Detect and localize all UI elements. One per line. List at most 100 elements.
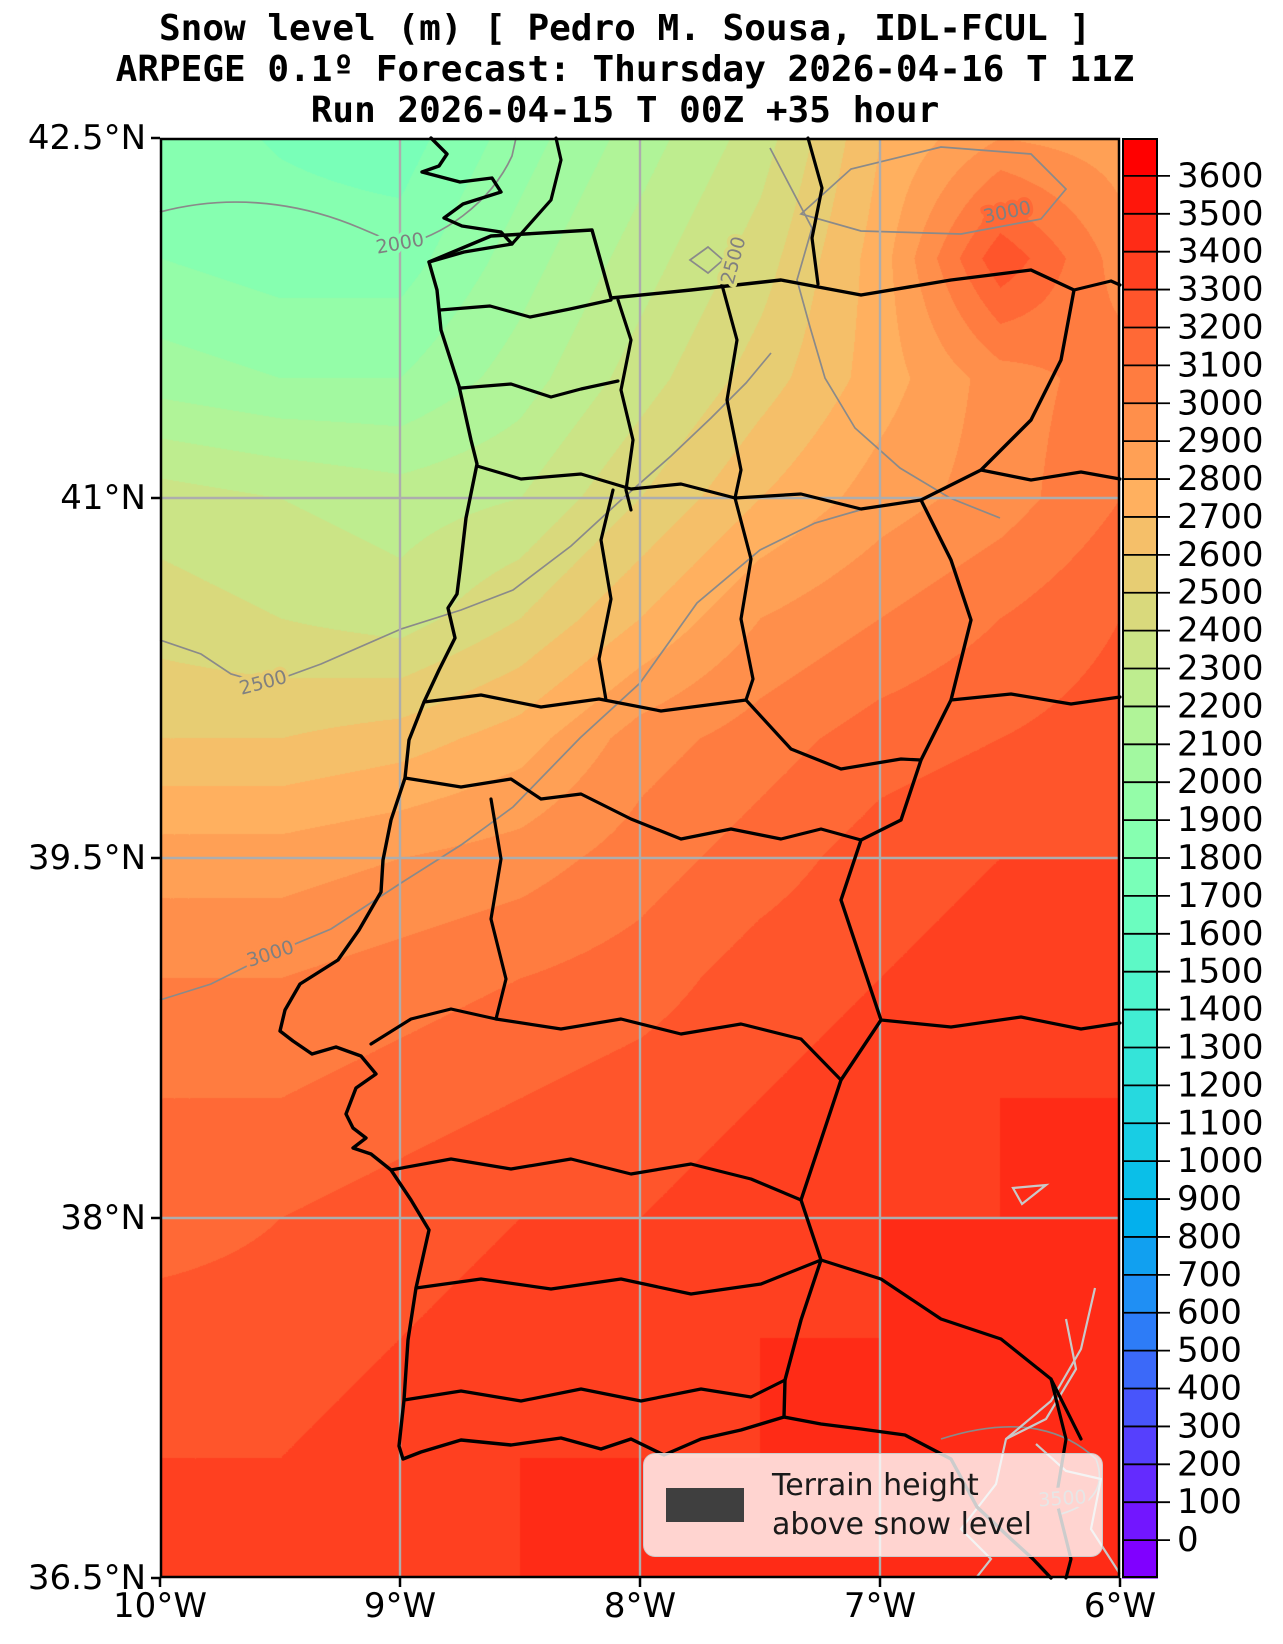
colorbar-segment	[1122, 1312, 1158, 1352]
colorbar-segment	[1122, 441, 1158, 480]
colorbar-frame	[1122, 138, 1158, 1578]
colorbar-segment	[1122, 251, 1158, 291]
district-border-line	[414, 1258, 823, 1296]
snow-level-contour-line	[159, 137, 517, 246]
legend-label-line1: Terrain height	[772, 1468, 979, 1503]
colorbar-segment	[1122, 1085, 1158, 1124]
colorbar-segment	[1122, 895, 1158, 935]
colorbar-segment	[1122, 782, 1158, 821]
map-overlay: 200025003000250030003500	[151, 136, 1122, 1587]
district-border-line	[806, 136, 824, 286]
colorbar-segment	[1122, 1274, 1158, 1314]
colorbar-segment	[1122, 858, 1158, 897]
colorbar-segment	[1122, 971, 1158, 1011]
colorbar-tick-label: 400	[1177, 1369, 1242, 1409]
title-line-1: Snow level (m) [ Pedro M. Sousa, IDL-FCU…	[159, 8, 1091, 49]
colorbar-segment	[1122, 1199, 1158, 1238]
colorbar-tick-label: 2000	[1177, 762, 1264, 802]
district-border-line	[597, 488, 615, 702]
colorbar-tick-label: 1600	[1177, 914, 1264, 954]
colorbar-tick-label: 2500	[1177, 573, 1264, 613]
district-border-line	[402, 1378, 787, 1403]
district-border-line	[616, 298, 635, 512]
legend-label-line2: above snow level	[772, 1507, 1032, 1542]
colorbar-segment	[1122, 1502, 1158, 1541]
colorbar-segment	[1122, 138, 1158, 177]
contour-label: 3000	[244, 936, 297, 972]
colorbar-segment	[1122, 1047, 1158, 1086]
contour-label: 2000	[374, 229, 425, 259]
colorbar-segment	[1122, 1009, 1158, 1049]
district-border-line	[979, 468, 1122, 482]
colorbar-segment	[1122, 1123, 1158, 1162]
colorbar: 0100200300400500600700800900100011001200…	[1122, 138, 1264, 1579]
colorbar-segment	[1122, 1388, 1158, 1428]
legend-label: Terrain height above snow level	[772, 1466, 1032, 1544]
district-border-line	[438, 298, 613, 319]
district-border-line	[819, 1258, 1083, 1441]
lon-tick-label: 10°W	[113, 1586, 207, 1626]
colorbar-tick-label: 200	[1177, 1444, 1242, 1484]
colorbar-tick-label: 0	[1177, 1520, 1199, 1560]
colorbar-tick-label: 1000	[1177, 1141, 1264, 1181]
district-border-line	[475, 464, 923, 511]
colorbar-segment	[1122, 668, 1158, 708]
district-border-line	[459, 379, 620, 399]
colorbar-segment	[1122, 592, 1158, 632]
colorbar-segment	[1122, 213, 1158, 253]
district-border-line	[1072, 279, 1122, 292]
contour-label: 3000	[981, 197, 1033, 229]
colorbar-tick-label: 1800	[1177, 838, 1264, 878]
lon-tick-label: 6°W	[1083, 1586, 1157, 1626]
lat-tick-label: 38°N	[60, 1198, 146, 1238]
colorbar-segment	[1122, 1426, 1158, 1465]
lat-tick-label: 42.5°N	[27, 118, 146, 158]
colorbar-tick-label: 1300	[1177, 1027, 1264, 1067]
title-line-2: ARPEGE 0.1º Forecast: Thursday 2026-04-1…	[115, 49, 1135, 90]
district-border-line	[720, 283, 743, 500]
colorbar-segment	[1122, 630, 1158, 670]
colorbar-tick-label: 300	[1177, 1406, 1242, 1446]
title-line-3: Run 2026-04-15 T 00Z +35 hour	[310, 90, 940, 131]
colorbar-segment	[1122, 820, 1158, 859]
colorbar-tick-label: 1900	[1177, 800, 1264, 840]
district-border-line	[949, 692, 1122, 706]
colorbar-tick-label: 3400	[1177, 232, 1264, 272]
district-border-line	[733, 496, 755, 702]
contour-label: 2500	[237, 666, 289, 700]
river-line	[1011, 1183, 1050, 1206]
colorbar-tick-label: 500	[1177, 1331, 1242, 1371]
colorbar-segment	[1122, 1540, 1158, 1579]
colorbar-segment	[1122, 1161, 1158, 1200]
colorbar-segment	[1122, 744, 1158, 783]
colorbar-tick-label: 3600	[1177, 156, 1264, 196]
colorbar-tick-label: 1500	[1177, 952, 1264, 992]
plot-frame	[159, 137, 1121, 1579]
district-border-line	[422, 693, 748, 713]
colorbar-segment	[1122, 175, 1158, 215]
colorbar-tick-label: 2200	[1177, 686, 1264, 726]
colorbar-segment	[1122, 403, 1158, 442]
colorbar-tick-label: 2100	[1177, 724, 1264, 764]
district-border-line	[389, 1157, 803, 1202]
colorbar-segment	[1122, 706, 1158, 745]
lon-tick-label: 7°W	[843, 1586, 917, 1626]
lat-tick-label: 39.5°N	[27, 838, 146, 878]
colorbar-tick-label: 3300	[1177, 270, 1264, 310]
colorbar-tick-label: 2400	[1177, 611, 1264, 651]
colorbar-tick-label: 3500	[1177, 194, 1264, 234]
colorbar-tick-label: 2300	[1177, 649, 1264, 689]
colorbar-segment	[1122, 1236, 1158, 1276]
lon-tick-label: 8°W	[603, 1586, 677, 1626]
river-line	[1005, 1318, 1078, 1440]
colorbar-tick-label: 900	[1177, 1179, 1242, 1219]
colorbar-tick-label: 1100	[1177, 1103, 1264, 1143]
lon-tick-label: 9°W	[363, 1586, 437, 1626]
colorbar-tick-label: 3100	[1177, 345, 1264, 385]
legend-swatch	[666, 1488, 744, 1522]
colorbar-tick-label: 1200	[1177, 1065, 1264, 1105]
colorbar-tick-label: 2700	[1177, 497, 1264, 537]
colorbar-segment	[1122, 365, 1158, 404]
district-border-line	[494, 1017, 843, 1082]
